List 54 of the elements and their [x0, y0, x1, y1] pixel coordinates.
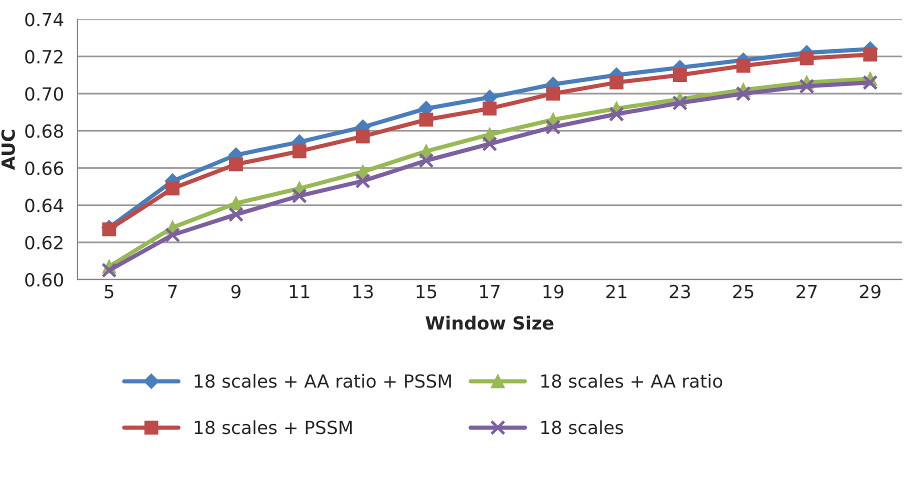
x-tick-label: 27	[796, 284, 817, 298]
point	[545, 119, 561, 135]
x-tick-label: 13	[353, 284, 373, 298]
x-tick-label: 9	[231, 284, 240, 298]
point	[419, 112, 434, 127]
legend-label: 18 scales + AA ratio	[541, 374, 722, 388]
point	[355, 173, 370, 189]
x-tick-label: 17	[480, 284, 500, 298]
point	[610, 76, 624, 90]
x-tick-label: 21	[606, 284, 626, 298]
x-axis-title: Window Size	[426, 316, 554, 330]
y-tick-label: 0.72	[25, 50, 62, 64]
legend-label: 18 scales + PSSM	[194, 420, 352, 434]
point	[102, 262, 117, 278]
point	[164, 227, 180, 243]
x-tick-label: 23	[670, 284, 690, 298]
point	[736, 86, 751, 102]
x-tick-label: 7	[168, 284, 177, 298]
x-tick-label: 11	[290, 284, 310, 298]
point	[229, 157, 243, 172]
point	[166, 182, 180, 196]
x-tick-label: 5	[104, 284, 114, 298]
point	[356, 129, 370, 144]
point	[292, 144, 306, 158]
point	[863, 48, 878, 62]
y-axis-title: AUC	[1, 130, 15, 170]
point	[800, 51, 814, 66]
y-tick-label: 0.70	[25, 87, 64, 101]
point	[102, 222, 116, 236]
x-tick-label: 19	[544, 284, 564, 298]
point	[418, 152, 434, 168]
point	[736, 58, 750, 73]
y-tick-label: 0.74	[25, 12, 64, 26]
point	[672, 68, 687, 82]
x-tick-label: 29	[860, 284, 880, 298]
x-tick-label: 15	[416, 284, 436, 298]
point	[482, 136, 498, 152]
legend-label: 18 scales + AA ratio + PSSM	[194, 374, 451, 388]
point	[608, 106, 624, 122]
y-tick-label: 0.68	[25, 124, 64, 138]
point	[546, 86, 560, 101]
legend-label: 18 scales	[541, 420, 624, 434]
point	[482, 102, 497, 116]
point	[228, 206, 244, 222]
y-tick-label: 0.64	[25, 198, 64, 212]
x-tick-label: 25	[733, 284, 754, 298]
y-tick-label: 0.62	[25, 236, 62, 250]
point	[229, 196, 243, 210]
point	[862, 74, 878, 90]
point	[292, 188, 308, 204]
point	[672, 95, 688, 111]
point	[799, 78, 814, 94]
y-tick-label: 0.60	[25, 273, 64, 287]
y-tick-label: 0.66	[25, 161, 64, 176]
